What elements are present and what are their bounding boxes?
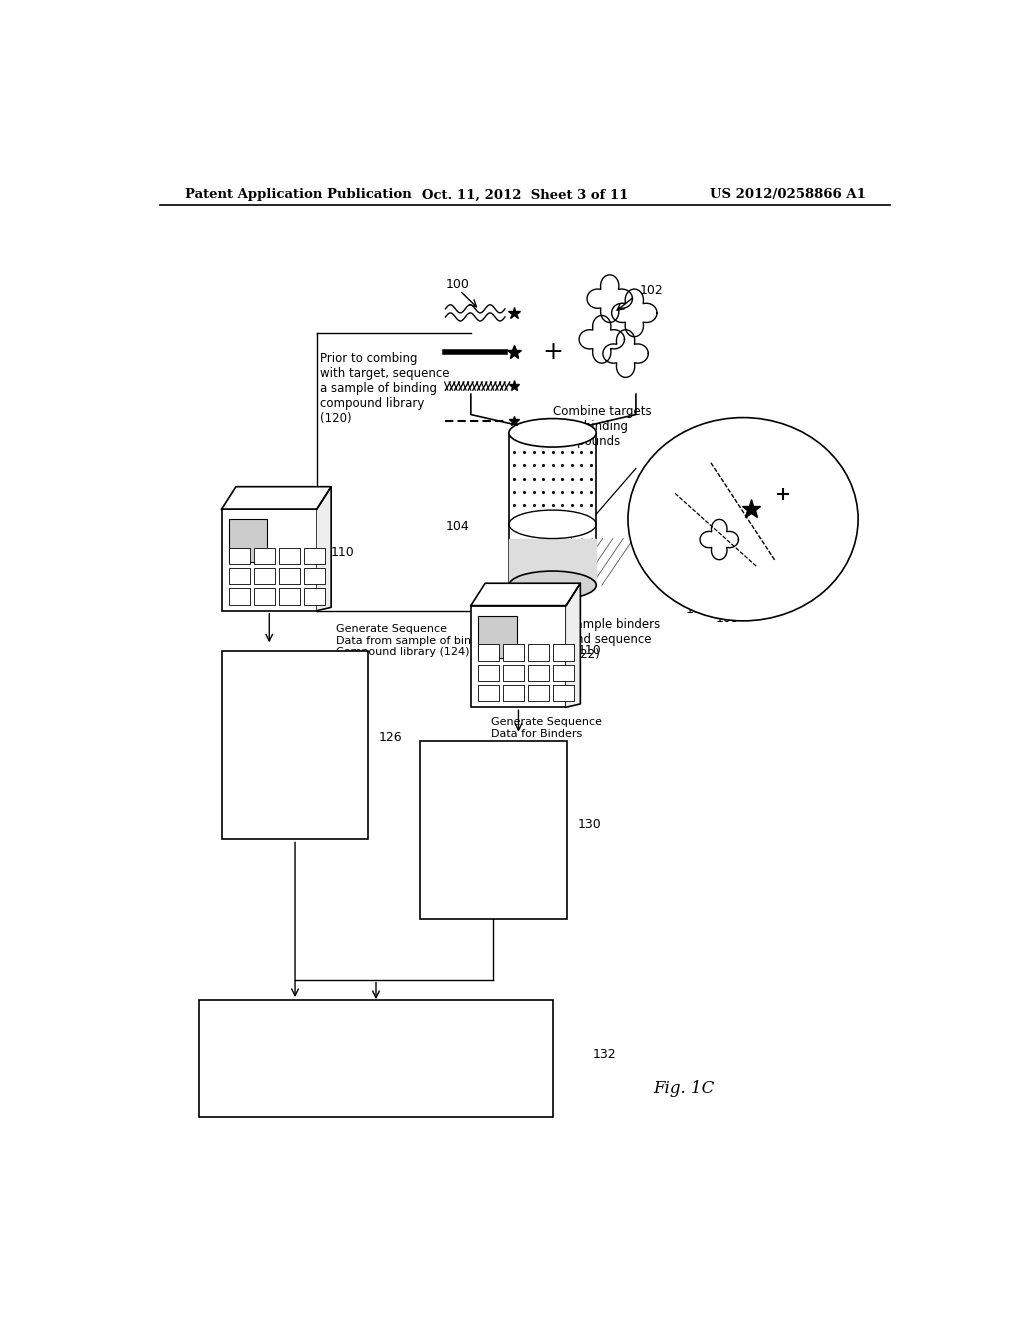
Text: Prior to combing
with target, sequence
a sample of binding
compound library
(120: Prior to combing with target, sequence a… (321, 351, 450, 425)
FancyBboxPatch shape (254, 589, 275, 605)
FancyBboxPatch shape (553, 685, 574, 701)
FancyBboxPatch shape (553, 644, 574, 660)
Text: Patent Application Publication: Patent Application Publication (185, 189, 412, 202)
FancyBboxPatch shape (200, 1001, 553, 1117)
Text: compound determine fraction: compound determine fraction (283, 1040, 469, 1052)
Polygon shape (566, 583, 581, 708)
FancyBboxPatch shape (504, 685, 524, 701)
Text: For each different binding: For each different binding (295, 1018, 457, 1030)
Text: Combine targets
With binding
compounds: Combine targets With binding compounds (553, 405, 651, 449)
Text: Oct. 11, 2012  Sheet 3 of 11: Oct. 11, 2012 Sheet 3 of 11 (422, 189, 628, 202)
Text: Generate Sequence
Data from sample of binding
Compound library (124): Generate Sequence Data from sample of bi… (336, 624, 496, 657)
Polygon shape (471, 583, 581, 606)
FancyBboxPatch shape (254, 568, 275, 585)
Text: 126: 126 (379, 731, 402, 744)
FancyBboxPatch shape (420, 741, 567, 919)
Text: 100: 100 (445, 279, 469, 290)
Ellipse shape (509, 418, 596, 447)
FancyBboxPatch shape (229, 519, 267, 562)
FancyBboxPatch shape (478, 644, 500, 660)
FancyBboxPatch shape (553, 664, 574, 681)
FancyBboxPatch shape (229, 548, 250, 564)
Text: Fig. 1C: Fig. 1C (653, 1080, 714, 1097)
Text: under experimental conditions.: under experimental conditions. (278, 1084, 474, 1097)
FancyBboxPatch shape (504, 664, 524, 681)
Text: 102: 102 (640, 284, 664, 297)
FancyBboxPatch shape (478, 685, 500, 701)
FancyBboxPatch shape (304, 568, 325, 585)
FancyBboxPatch shape (280, 548, 300, 564)
Text: 105: 105 (767, 473, 791, 484)
Polygon shape (509, 539, 596, 585)
Text: 110: 110 (578, 644, 601, 657)
FancyBboxPatch shape (254, 548, 275, 564)
FancyBboxPatch shape (280, 589, 300, 605)
FancyBboxPatch shape (471, 606, 566, 708)
FancyBboxPatch shape (229, 568, 250, 585)
Text: Generate Sequence
Data for Binders
(128): Generate Sequence Data for Binders (128) (492, 718, 602, 751)
Text: 107: 107 (686, 603, 710, 616)
Text: +: + (542, 339, 563, 363)
FancyBboxPatch shape (221, 651, 369, 840)
Text: 104: 104 (445, 520, 469, 533)
FancyBboxPatch shape (528, 664, 549, 681)
Text: that is bound to targets: that is bound to targets (302, 1063, 450, 1074)
FancyBboxPatch shape (478, 664, 500, 681)
Text: 132: 132 (592, 1048, 616, 1061)
Polygon shape (221, 487, 331, 510)
Text: Sample binders
And sequence
(122): Sample binders And sequence (122) (568, 618, 660, 661)
FancyBboxPatch shape (504, 644, 524, 660)
FancyBboxPatch shape (528, 644, 549, 660)
FancyBboxPatch shape (478, 615, 516, 659)
FancyBboxPatch shape (229, 589, 250, 605)
Polygon shape (316, 487, 331, 611)
FancyBboxPatch shape (528, 685, 549, 701)
FancyBboxPatch shape (221, 510, 316, 611)
Ellipse shape (628, 417, 858, 620)
Text: US 2012/0258866 A1: US 2012/0258866 A1 (711, 189, 866, 202)
Ellipse shape (509, 572, 596, 599)
FancyBboxPatch shape (304, 589, 325, 605)
FancyBboxPatch shape (280, 568, 300, 585)
Text: 130: 130 (578, 817, 602, 830)
Text: 109: 109 (716, 612, 739, 626)
FancyBboxPatch shape (304, 548, 325, 564)
Text: 110: 110 (331, 546, 354, 560)
